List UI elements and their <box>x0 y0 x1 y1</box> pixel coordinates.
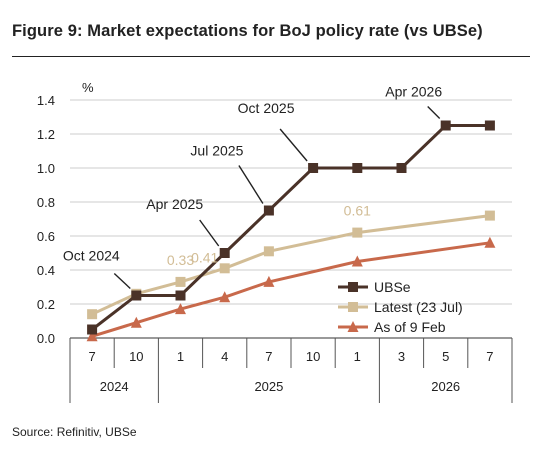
series-marker-2 <box>219 291 231 303</box>
data-label: 0.33 <box>167 252 194 268</box>
annotation-label: Apr 2025 <box>146 196 203 212</box>
year-label: 2026 <box>431 379 460 394</box>
annotation-leader <box>113 272 131 290</box>
series-marker-0 <box>484 120 495 131</box>
series-marker-0 <box>131 290 142 301</box>
data-label: 0.41 <box>191 249 218 265</box>
annotation-leader <box>199 219 220 247</box>
series-line-0 <box>91 124 490 331</box>
x-tick-label: 7 <box>265 349 272 364</box>
x-tick-label: 10 <box>129 349 143 364</box>
x-tick-label: 10 <box>306 349 320 364</box>
legend-marker-1 <box>348 302 358 312</box>
series-marker-0 <box>440 120 451 131</box>
series-marker-2 <box>351 255 363 267</box>
series-marker-1 <box>175 276 186 287</box>
annotation-label: Apr 2026 <box>385 84 442 100</box>
y-tick-label: 1.2 <box>37 127 55 142</box>
series-marker-0 <box>175 290 186 301</box>
title-rule <box>12 56 530 58</box>
series-marker-0 <box>396 163 407 173</box>
annotation-label: Oct 2024 <box>63 248 120 264</box>
legend-label: As of 9 Feb <box>374 319 446 335</box>
series-marker-2 <box>130 316 142 328</box>
x-tick-label: 7 <box>486 349 493 364</box>
series-marker-2 <box>175 303 186 315</box>
series-marker-0 <box>263 205 274 216</box>
y-tick-label: 1.4 <box>37 93 55 108</box>
series-marker-1 <box>352 227 363 238</box>
data-label: 0.61 <box>344 203 371 219</box>
year-label: 2025 <box>254 379 283 394</box>
legend-marker-0 <box>348 282 358 292</box>
series-marker-0 <box>219 248 230 258</box>
legend-label: UBSe <box>374 279 411 295</box>
x-tick-label: 4 <box>221 349 228 364</box>
x-tick-label: 1 <box>354 349 361 364</box>
y-tick-label: 0.0 <box>37 331 55 346</box>
series-marker-0 <box>308 163 319 173</box>
y-tick-label: 0.8 <box>37 195 55 210</box>
annotation-leader <box>279 128 308 162</box>
series-marker-0 <box>87 324 98 335</box>
line-chart: 0.00.20.40.60.81.01.21.4%7 10 1 4 7 10 1 3 5 7202… <box>37 80 513 403</box>
y-tick-label: 1.0 <box>37 161 55 176</box>
y-tick-label: 0.6 <box>37 229 55 244</box>
year-label: 2024 <box>100 379 129 394</box>
x-tick-label: 5 <box>442 349 449 364</box>
legend-marker-2 <box>347 321 359 332</box>
series-marker-0 <box>352 163 363 173</box>
x-tick-label: 7 <box>88 349 95 364</box>
series-marker-1 <box>87 309 98 320</box>
x-tick-label: 1 <box>177 349 184 364</box>
series-marker-2 <box>263 275 275 287</box>
x-tick-label: 3 <box>398 349 405 364</box>
annotation-leader <box>427 106 441 119</box>
annotation-leader <box>238 165 264 204</box>
annotation-label: Jul 2025 <box>190 143 243 159</box>
series-marker-1 <box>484 210 495 221</box>
y-tick-label: 0.2 <box>37 297 55 312</box>
y-tick-label: 0.4 <box>37 263 55 278</box>
y-axis-unit: % <box>82 80 94 95</box>
annotation-label: Oct 2025 <box>238 100 295 116</box>
series-marker-2 <box>86 330 98 342</box>
figure-title: Figure 9: Market expectations for BoJ po… <box>12 22 483 40</box>
series-marker-1 <box>263 246 274 257</box>
legend-label: Latest (23 Jul) <box>374 299 463 315</box>
source-note: Source: Refinitiv, UBSe <box>12 425 137 439</box>
series-marker-2 <box>484 236 496 248</box>
series-marker-1 <box>219 263 230 274</box>
